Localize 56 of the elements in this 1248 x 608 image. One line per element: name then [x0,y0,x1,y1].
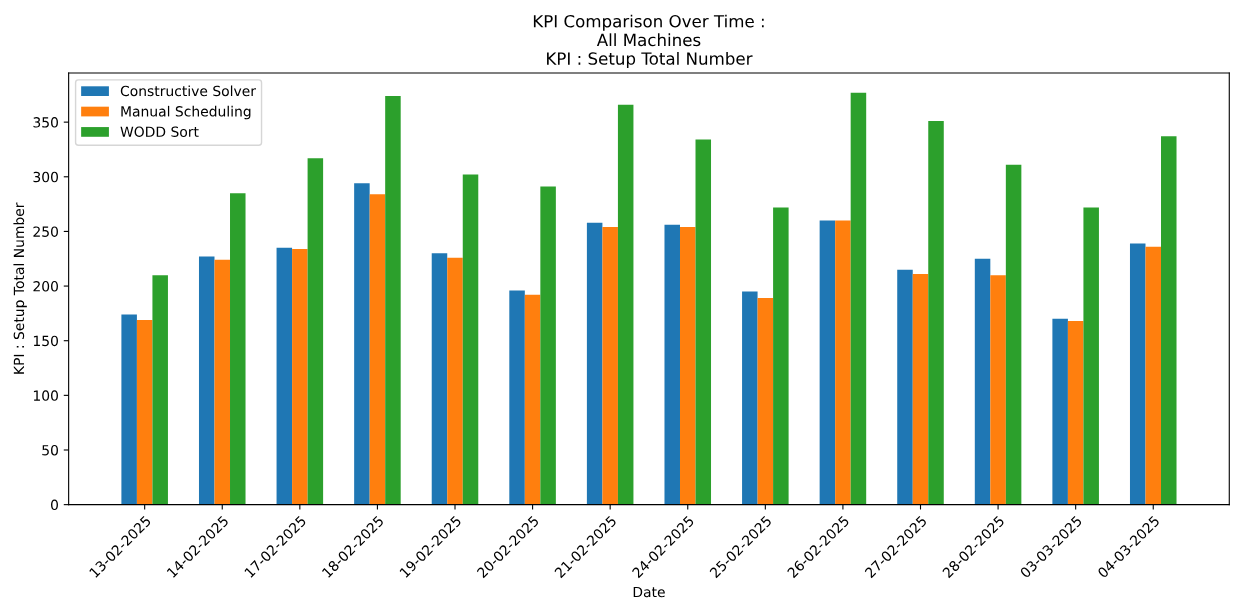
bar [928,121,944,505]
y-tick-label: 300 [33,171,58,183]
bar [586,222,603,505]
bar [602,227,618,505]
bar [1067,321,1084,505]
bar [214,259,231,505]
bar [1145,246,1162,505]
bar [1161,136,1177,505]
bar [679,227,696,505]
chart-title: KPI Comparison Over Time : All Machines KPI : Setup Total Number [533,14,764,69]
bar [819,220,836,505]
bar [1129,243,1146,505]
bar [757,298,774,505]
bar [990,275,1006,505]
bar [912,274,929,505]
bar [509,290,525,505]
bar [385,95,401,505]
bar [152,275,168,505]
y-tick-label: 100 [33,390,58,401]
bar [230,193,246,505]
bar [354,183,370,505]
bar [447,257,463,505]
bar [431,253,448,505]
bar [742,291,758,505]
bar [835,220,851,505]
bar [695,139,712,505]
bar [1083,207,1099,505]
bar [292,248,308,505]
legend-label: WODD Sort [120,126,199,137]
bar [897,269,913,505]
y-axis-title: KPI : Setup Total Number [13,202,27,374]
bar [540,186,556,505]
y-tick-label: 150 [33,335,58,347]
y-tick-label: 350 [33,117,58,128]
bar [1005,164,1022,505]
bar [773,207,789,505]
bar [617,104,634,505]
y-tick-label: 0 [51,499,58,511]
bar [850,92,867,505]
bar [121,314,137,505]
bar [307,158,324,505]
bar [462,174,479,505]
bar [136,319,153,505]
bar [198,256,215,505]
bar [664,224,680,505]
bar [524,294,541,505]
legend-label: Manual Scheduling [121,105,251,120]
y-tick-label: 200 [33,281,58,292]
bar [369,194,386,505]
x-axis-title: Date [633,586,665,598]
legend-label: Constructive Solver [120,85,256,97]
bar [276,247,293,505]
y-tick-label: 50 [42,444,58,456]
y-tick-label: 250 [33,226,58,237]
bar [974,258,991,505]
bar [1052,318,1068,505]
